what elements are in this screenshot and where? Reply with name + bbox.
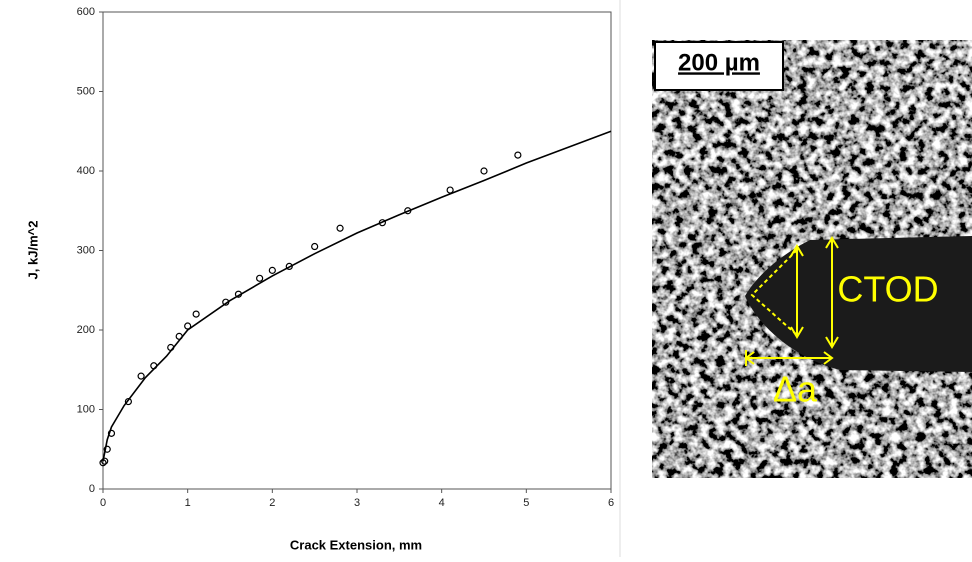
data-point — [137, 372, 145, 380]
data-point — [184, 322, 192, 330]
plot-frame — [102, 11, 612, 490]
y-tick-label: 300 — [77, 244, 95, 256]
data-point — [192, 310, 200, 318]
x-tick-label: 6 — [608, 497, 614, 509]
data-point — [285, 262, 293, 270]
x-tick-label: 5 — [523, 497, 529, 509]
x-tick-label: 4 — [439, 497, 445, 509]
data-point — [268, 266, 276, 274]
y-tick-label: 500 — [77, 85, 95, 97]
y-tick-label: 100 — [77, 403, 95, 415]
ctod-label: CTOD — [837, 269, 938, 310]
data-point — [124, 397, 132, 406]
y-axis-title: J, kJ/m^2 — [25, 221, 40, 280]
scale-bar-label: 200 µm — [678, 49, 760, 76]
scale-box — [654, 41, 784, 91]
data-point — [514, 151, 522, 159]
data-point — [311, 242, 319, 251]
data-point — [103, 445, 111, 453]
x-axis-title: Crack Extension, mm — [290, 537, 422, 552]
y-tick-label: 400 — [77, 165, 95, 177]
fit-line — [102, 130, 612, 462]
data-point — [107, 429, 116, 437]
measure-lines — [744, 236, 839, 366]
x-tick-label: 0 — [100, 497, 106, 509]
x-tick-label: 1 — [185, 497, 191, 509]
delta-a-label: Δa — [773, 369, 818, 410]
data-point — [256, 274, 264, 282]
micrograph: 200 µm CTOD Δa — [652, 40, 972, 478]
data-point — [336, 224, 344, 232]
y-tick-label: 0 — [89, 483, 95, 495]
data-point — [446, 186, 454, 194]
y-tick-label: 200 — [77, 324, 95, 336]
data-point — [480, 167, 488, 175]
crack — [745, 236, 972, 372]
data-point — [101, 457, 109, 465]
x-tick-label: 3 — [354, 497, 360, 509]
x-tick-label: 2 — [269, 497, 275, 509]
y-tick-label: 600 — [77, 6, 95, 18]
